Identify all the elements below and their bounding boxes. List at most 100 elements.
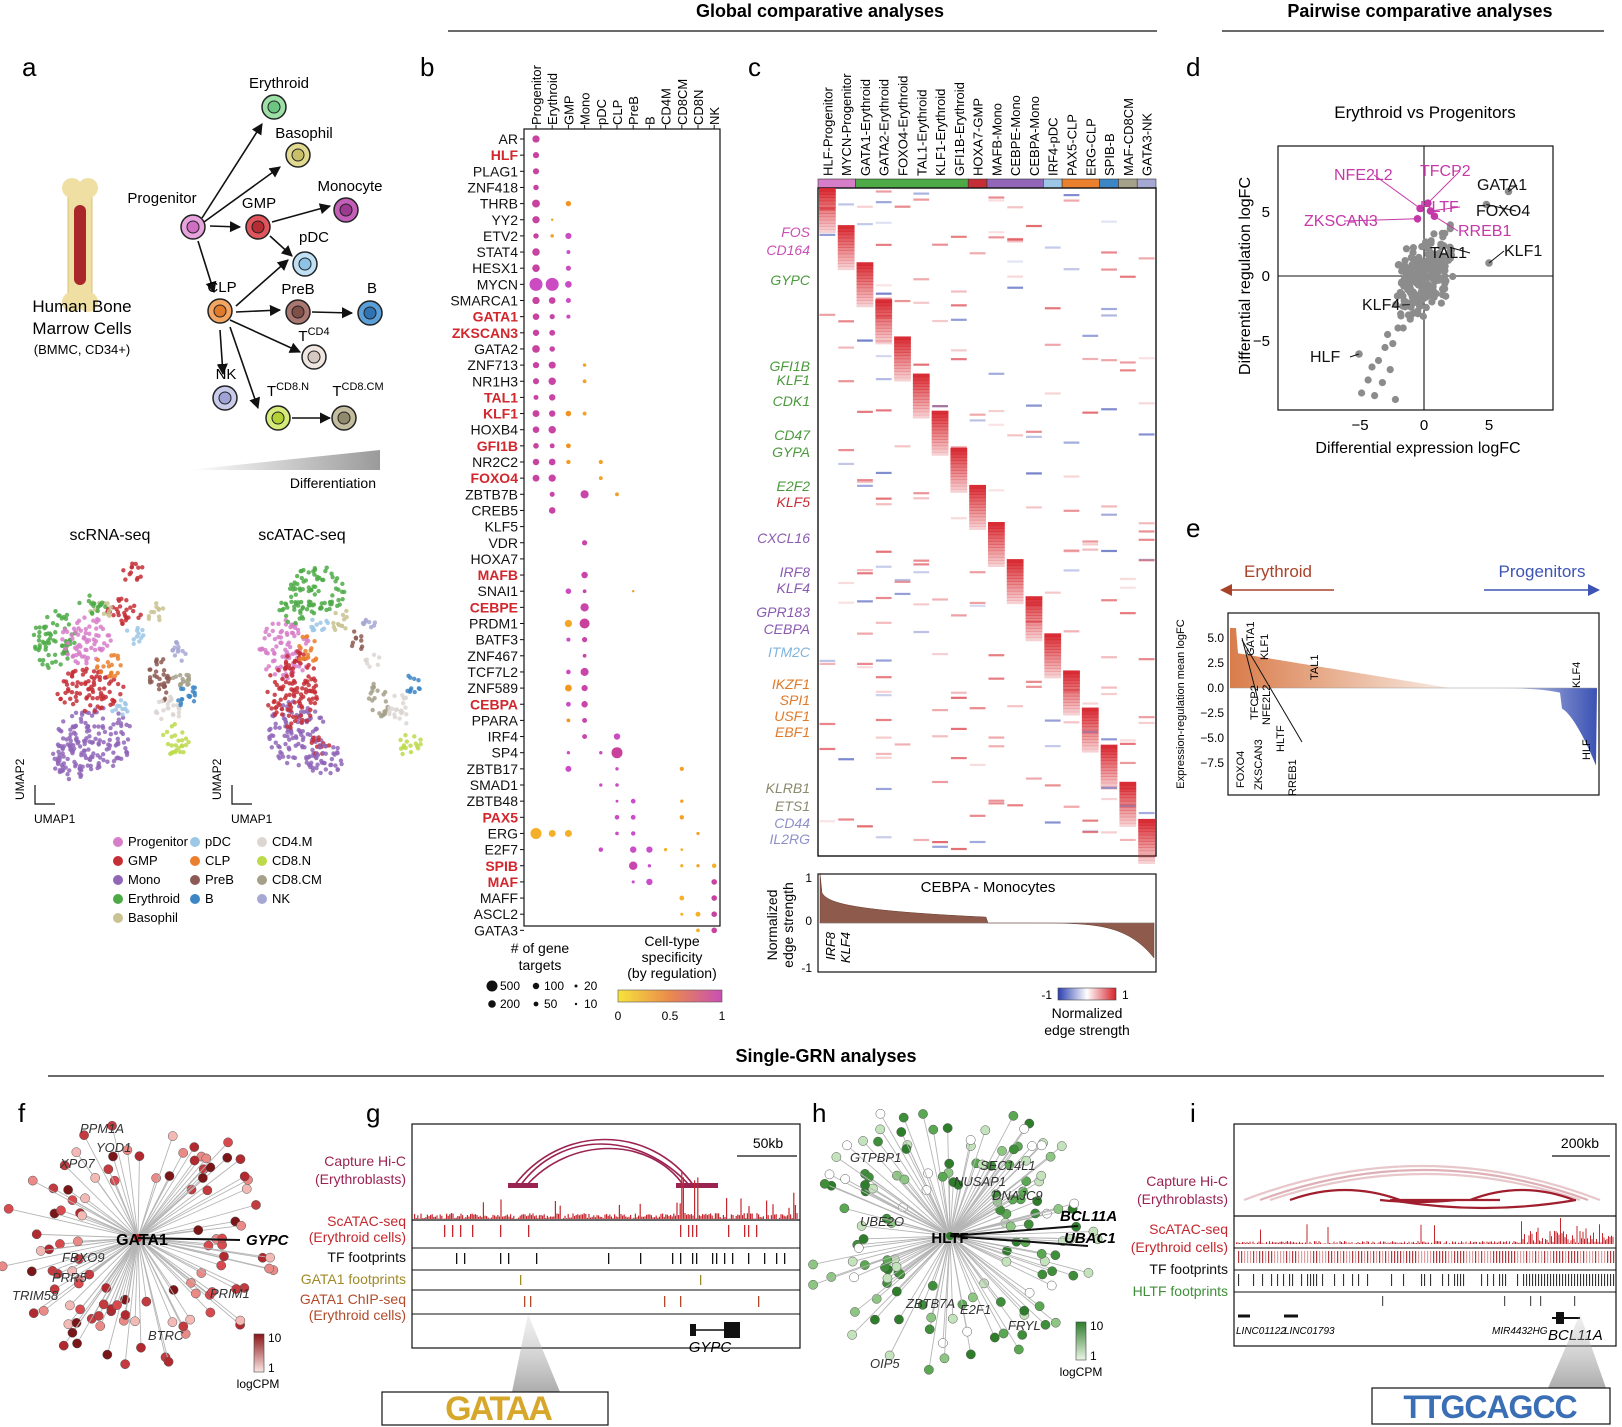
footprint-mark — [716, 1253, 718, 1264]
umap-point — [408, 675, 413, 680]
footprint-mark — [1568, 1274, 1570, 1286]
footprint-mark — [1529, 1274, 1531, 1286]
dotplot-dot — [532, 458, 540, 466]
scatter-label: TAL1 — [1430, 245, 1467, 262]
heatmap-cell — [988, 736, 1005, 739]
network-edge — [103, 1237, 139, 1305]
atac-bar — [553, 1216, 555, 1219]
h-target-1: BCL11A — [1060, 1208, 1117, 1225]
atac-bar — [1563, 1231, 1564, 1244]
heatmap-cell — [1006, 575, 1024, 579]
peak-mark — [1436, 1251, 1438, 1263]
legend-swatch — [113, 856, 123, 866]
umap-point — [89, 684, 94, 689]
umap-point — [119, 723, 124, 729]
umap-point — [288, 594, 294, 599]
heatmap-cell — [1100, 770, 1118, 774]
e-ytick: 0.0 — [1207, 681, 1224, 695]
heatmap-cell — [969, 526, 986, 530]
dotplot-dot — [564, 829, 572, 837]
atac-bar — [698, 1215, 700, 1219]
umap-point — [169, 743, 174, 748]
h-gene-label: SEC14L1 — [980, 1158, 1036, 1173]
umap-point — [273, 705, 278, 711]
heatmap-cell — [894, 371, 911, 376]
umap-point — [313, 683, 319, 688]
dotplot-dot — [549, 314, 555, 320]
umap-point — [186, 693, 191, 698]
dotplot-dot — [532, 426, 540, 434]
dotplot-row-label: GATA2 — [474, 341, 518, 357]
umap-point — [262, 636, 267, 641]
heatmap-cell — [1119, 791, 1137, 796]
heatmap-col-label: MYCN-Progenitor — [839, 73, 854, 176]
heatmap-cell — [912, 395, 930, 400]
umap-point — [294, 689, 300, 695]
umap-point — [72, 759, 77, 765]
heatmap-cell — [894, 368, 911, 372]
atac-bar — [564, 1215, 566, 1219]
atac-bar — [1546, 1239, 1548, 1244]
atac-bar — [783, 1215, 785, 1219]
heatmap-cell — [1006, 559, 1024, 563]
peak-mark — [1397, 1251, 1399, 1263]
bone-icon — [62, 178, 98, 312]
network-node — [49, 1284, 60, 1295]
heatmap-cell — [913, 563, 930, 566]
heatmap-cell — [969, 419, 986, 422]
network-node — [980, 1125, 991, 1136]
umap-point — [95, 704, 100, 709]
atac-bar — [604, 1214, 606, 1219]
umap-point — [273, 721, 278, 726]
peak-mark — [472, 1225, 474, 1237]
heatmap-cell — [838, 758, 855, 761]
network-node — [858, 1234, 869, 1244]
heatmap-cell — [875, 308, 893, 313]
atac-bar — [713, 1218, 715, 1219]
dotplot-row-label: ZNF467 — [467, 648, 518, 664]
footprint-mark — [1283, 1274, 1285, 1286]
umap-point — [62, 700, 67, 705]
umap-point — [111, 758, 117, 764]
umap-point — [101, 739, 106, 745]
umap-point — [300, 587, 305, 592]
atac-bar — [1578, 1242, 1579, 1244]
atac-bar — [1435, 1241, 1437, 1244]
heatmap-cell — [988, 409, 1005, 413]
atac-bar — [474, 1214, 476, 1219]
atac-bar — [770, 1215, 772, 1219]
dotplot-dot — [629, 861, 638, 870]
network-node — [168, 1285, 179, 1295]
umap-point — [74, 698, 79, 704]
scatter-point — [1384, 330, 1392, 339]
umap-point — [115, 681, 121, 687]
umap-point — [173, 743, 178, 748]
scatter-point — [1429, 283, 1437, 291]
peak-mark — [680, 1225, 682, 1237]
dotplot-dot — [549, 329, 556, 336]
heatmap-cell — [1006, 581, 1024, 586]
atac-bar — [1579, 1231, 1581, 1244]
heatmap-cell — [837, 241, 855, 245]
i-track-label: Capture Hi-C — [1146, 1173, 1228, 1189]
heatmap-cell — [1101, 513, 1117, 516]
heatmap-row-gene: GFI1B — [770, 358, 810, 374]
scatter-leader — [1373, 174, 1421, 209]
atac-bar — [1245, 1243, 1246, 1244]
umap-point — [333, 586, 339, 591]
heatmap-cell — [1101, 692, 1117, 696]
network-edge — [137, 1179, 249, 1239]
umap-point — [335, 745, 340, 751]
atac-bar — [530, 1215, 532, 1219]
atac-bar — [449, 1214, 451, 1219]
atac-bar — [1597, 1241, 1599, 1244]
atac-bar — [522, 1214, 524, 1219]
atac-bar — [495, 1216, 497, 1219]
network-edge — [844, 1207, 951, 1237]
umap-point — [183, 736, 189, 741]
umap-point — [165, 673, 170, 679]
heatmap-cell — [1100, 744, 1118, 749]
atac-bar — [780, 1214, 782, 1219]
umap-point — [300, 686, 305, 691]
dotplot-row-label: NR2C2 — [472, 454, 518, 470]
